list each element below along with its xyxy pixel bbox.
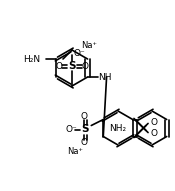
Text: O: O xyxy=(82,62,89,70)
Text: Na⁺: Na⁺ xyxy=(81,40,97,49)
Text: O⁻: O⁻ xyxy=(74,49,86,57)
Text: H₂N: H₂N xyxy=(23,54,40,63)
Text: O: O xyxy=(151,129,158,138)
Text: O: O xyxy=(151,118,158,127)
Text: O: O xyxy=(55,62,62,70)
Text: O: O xyxy=(81,112,88,121)
Text: S: S xyxy=(82,125,89,134)
Text: O: O xyxy=(81,138,88,147)
Text: Na⁺: Na⁺ xyxy=(67,147,83,156)
Text: NH: NH xyxy=(99,73,112,82)
Text: O⁻: O⁻ xyxy=(65,125,77,134)
Text: S: S xyxy=(68,61,76,71)
Text: NH₂: NH₂ xyxy=(109,124,127,133)
